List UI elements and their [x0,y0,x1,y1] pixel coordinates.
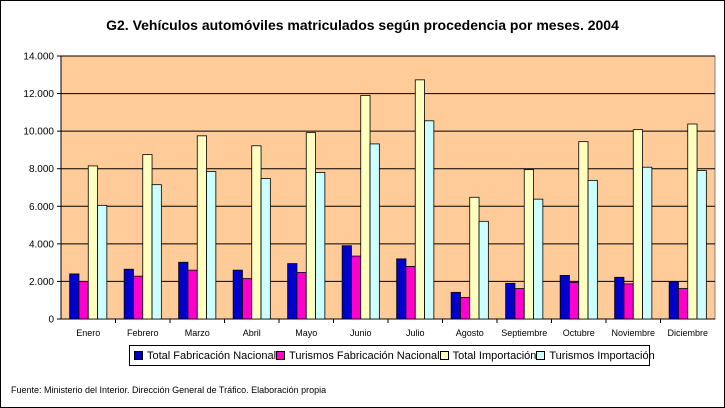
bar [642,166,653,320]
bar [187,269,198,320]
y-tick-label: 2.000 [29,277,54,288]
y-tick-label: 0 [48,315,54,326]
x-tick-label: Diciembre [667,328,708,338]
bar [614,276,625,320]
bar [587,179,598,320]
bar [696,170,707,320]
y-tick-label: 10.000 [23,127,54,138]
bar [569,281,580,320]
x-tick-label: Noviembre [611,328,655,338]
bar [523,169,534,320]
bar [232,269,243,320]
bar [450,291,461,320]
legend-swatch [439,351,449,360]
legend-label: Total Importación [452,349,537,362]
bar [260,178,271,320]
source-note: Fuente: Ministerio del Interior. Direcci… [11,385,327,395]
bar [178,261,189,320]
bar [414,79,425,320]
bar [206,171,217,320]
bar [405,265,416,320]
legend-label: Total Fabricación Nacional [147,349,277,362]
bar [533,198,544,320]
bar [123,268,134,320]
x-tick-label: Abril [243,328,261,338]
x-tick-label: Julio [406,328,425,338]
bar [133,275,144,320]
chart-title: G2. Vehículos automóviles matriculados s… [106,17,619,33]
legend-entry: Turismos Importación [536,349,655,362]
legend-swatch [276,351,286,360]
x-tick-label: Enero [76,328,100,338]
bar [251,145,262,320]
bar [296,272,307,320]
bar [460,296,471,320]
legend-swatch [536,351,546,360]
y-tick-label: 8.000 [29,164,54,175]
bar [242,278,253,320]
legend-label: Turismos Fabricación Nacional [289,349,440,362]
bar [623,283,634,320]
legend-label: Turismos Importación [549,349,655,362]
bar [424,120,435,320]
legend-entry: Total Fabricación Nacional [134,350,276,362]
bar [87,165,98,320]
bar [196,135,207,320]
bar [315,172,326,320]
bar [478,220,489,320]
bar [396,258,407,320]
bar [632,129,643,320]
y-tick-label: 4.000 [29,239,54,250]
x-tick-label: Mayo [295,328,317,338]
bar [287,263,298,320]
bar [69,273,80,320]
x-tick-label: Junio [350,328,372,338]
bar [351,255,362,320]
bar [678,288,689,320]
bar [469,196,480,320]
bar [360,95,371,320]
x-tick-label: Febrero [127,328,159,338]
bar [514,288,525,320]
legend-entry: Turismos Fabricación Nacional [276,350,440,362]
bar [668,281,679,320]
x-tick-label: Marzo [185,328,210,338]
bar [78,281,89,320]
legend-entry: Total Importación [439,349,537,362]
chart-legend: Total Fabricación Nacional Turismos Fabri… [129,345,655,366]
y-tick-label: 14.000 [23,52,54,63]
legend-swatch [134,351,143,360]
bar [687,123,698,320]
x-tick-label: Septiembre [501,328,547,338]
bar [559,275,570,320]
bar [97,204,108,320]
bar [341,245,352,320]
x-tick-label: Octubre [563,328,595,338]
bar [142,154,153,320]
bar [305,132,316,320]
bar [151,184,162,320]
plot-area [60,55,716,320]
x-tick-label: Agosto [456,328,484,338]
y-tick-label: 6.000 [29,202,54,213]
bar [505,282,516,320]
y-tick-label: 12.000 [23,89,54,100]
bar [578,141,589,320]
bar [369,143,380,320]
